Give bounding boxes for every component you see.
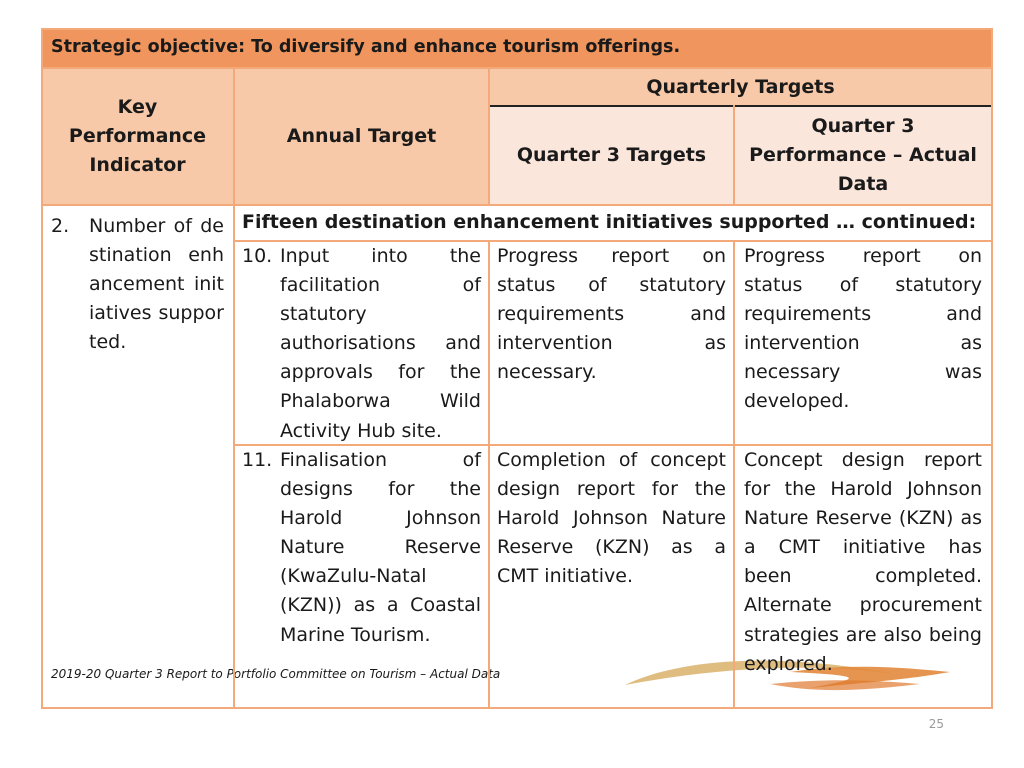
annual-target-text: Input into the facilitation of statutory… <box>280 245 481 442</box>
border-under-header <box>41 204 993 206</box>
page-number: 25 <box>928 717 944 731</box>
q3-actual-text: Progress report on status of statutory r… <box>744 245 982 413</box>
border-left <box>41 28 43 709</box>
q3-actual-text: Concept design report for the Harold Joh… <box>744 449 982 675</box>
border-under-title <box>41 67 993 69</box>
border-bottom <box>41 707 993 709</box>
footer-text: 2019-20 Quarter 3 Report to Portfolio Co… <box>51 667 501 681</box>
header-annual-target: Annual Target <box>234 68 489 205</box>
q3-target-text: Progress report on status of statutory r… <box>497 245 726 384</box>
continued-heading: Fifteen destination enhancement initiati… <box>242 211 977 233</box>
header-kpi: Key Performance Indicator <box>41 68 234 205</box>
border-top <box>41 28 993 30</box>
table-row-target: 10. Input into the facilitation of statu… <box>234 241 489 446</box>
q3-target-text: Completion of concept design report for … <box>497 449 726 588</box>
border-under-continued <box>234 240 993 242</box>
row-number: 10. <box>242 245 273 267</box>
border-right <box>991 28 993 709</box>
border-col-2 <box>488 67 490 205</box>
swoosh-logo <box>625 660 950 691</box>
annual-target-text: Finalisation of designs for the Harold J… <box>280 449 481 646</box>
table-row-target: 11. Finalisation of designs for the Haro… <box>234 445 489 650</box>
header-q3-targets: Quarter 3 Targets <box>489 106 734 205</box>
header-q3-performance: Quarter 3 Performance – Actual Data <box>734 106 992 205</box>
row-number: 11. <box>242 449 273 471</box>
header-quarterly-targets: Quarterly Targets <box>489 68 992 106</box>
strategic-objective-title: Strategic objective: To diversify and en… <box>41 29 992 68</box>
border-between-rows <box>234 444 993 446</box>
kpi-text: Number of destination enhancement initia… <box>89 215 224 354</box>
border-col-2-body <box>488 240 490 709</box>
kpi-number: 2. <box>51 215 70 237</box>
border-col-3 <box>733 105 735 205</box>
border-col-3-body <box>733 240 735 709</box>
kpi-cell: 2. Number of destination enhancement ini… <box>41 205 234 357</box>
border-col-1 <box>233 67 235 709</box>
border-under-quarterly <box>489 105 993 107</box>
